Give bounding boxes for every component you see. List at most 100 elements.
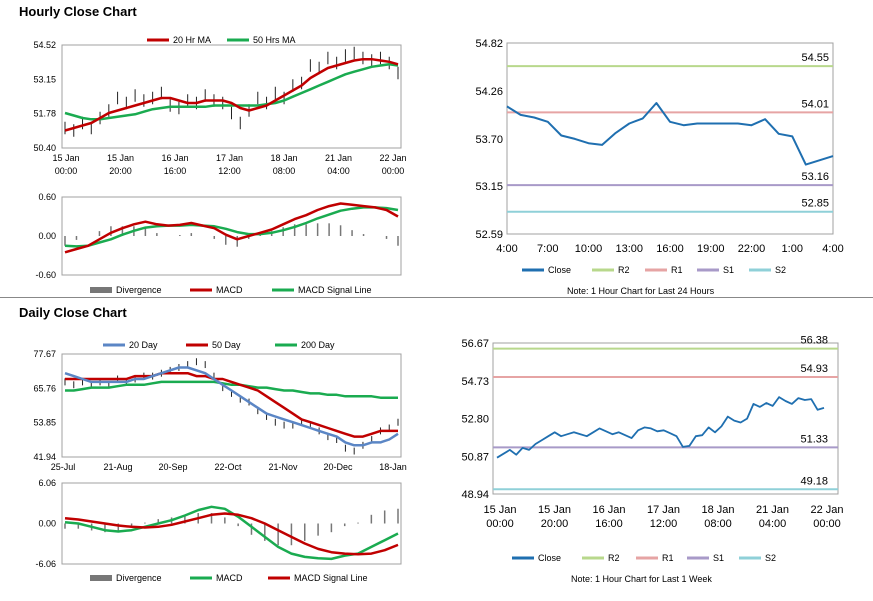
daily-price-xtick: 21-Nov	[268, 462, 298, 472]
hourly-24h-legend-r1-label: R1	[671, 265, 683, 275]
hourly-price-xtick-time: 20:00	[109, 166, 132, 176]
hourly-legend-divergence-swatch	[90, 287, 112, 293]
hourly-24h-xtick: 13:00	[615, 243, 643, 255]
daily-20ma-line	[64, 366, 399, 447]
daily-macd-frame	[61, 482, 402, 565]
weekly-xtick-time: 00:00	[813, 518, 841, 530]
level-label-s2: 52.85	[801, 198, 829, 210]
hourly-macd-line	[64, 202, 399, 254]
hourly-macd-ytick: 0.00	[38, 231, 56, 241]
hourly-20ma-line	[64, 57, 399, 132]
weekly-legend-s1-label: S1	[713, 553, 724, 563]
hourly-50ma-line	[64, 63, 399, 121]
daily-price-ytick: 77.67	[33, 349, 56, 359]
weekly-legend-r1-label: R1	[662, 553, 674, 563]
hourly-24h-xtick: 4:00	[822, 243, 843, 255]
hourly-legend-50ma-label: 50 Hrs MA	[253, 35, 296, 45]
weekly-legend-r2-label: R2	[608, 553, 620, 563]
daily-signal-line	[64, 512, 399, 556]
weekly-xtick-date: 15 Jan	[483, 504, 516, 516]
hourly-24h-xtick: 16:00	[656, 243, 684, 255]
daily-legend-signal-label: MACD Signal Line	[294, 573, 368, 583]
hourly-24h-ytick: 53.70	[475, 134, 503, 146]
hourly-price-xtick-date: 18 Jan	[270, 153, 297, 163]
hourly-signal-line	[64, 206, 399, 248]
weekly-close-line	[496, 396, 825, 459]
hourly-24h-legend-s2-label: S2	[775, 265, 786, 275]
daily-legend-macd-label: MACD	[216, 573, 243, 583]
hourly-price-xtick-date: 15 Jan	[52, 153, 79, 163]
hourly-price-ytick: 51.78	[33, 109, 56, 119]
weekly-level-label-s1: 51.33	[800, 433, 828, 445]
weekly-xtick-time: 00:00	[486, 518, 514, 530]
weekly-level-label-r2: 56.38	[800, 335, 828, 347]
weekly-xtick-time: 12:00	[650, 518, 678, 530]
daily-macd-line	[64, 505, 399, 561]
weekly-ytick: 48.94	[461, 489, 489, 501]
daily-price-xtick: 25-Jul	[51, 462, 76, 472]
hourly-macd-ytick: 0.60	[38, 192, 56, 202]
hourly-24h-xtick: 19:00	[697, 243, 725, 255]
weekly-xtick-date: 17 Jan	[647, 504, 680, 516]
hourly-price-xtick-date: 16 Jan	[161, 153, 188, 163]
hourly-24h-legend-s1-label: S1	[723, 265, 734, 275]
level-label-s1: 53.16	[801, 171, 829, 183]
weekly-ytick: 52.80	[461, 414, 489, 426]
hourly-legend-20ma-label: 20 Hr MA	[173, 35, 211, 45]
hourly-price-xtick-date: 17 Jan	[216, 153, 243, 163]
weekly-xtick-time: 04:00	[759, 518, 787, 530]
hourly-24h-xtick: 7:00	[537, 243, 558, 255]
hourly-macd-frame	[61, 196, 402, 276]
daily-price-frame	[61, 353, 402, 458]
weekly-xtick-time: 08:00	[704, 518, 732, 530]
hourly-section-title: Hourly Close Chart	[19, 4, 137, 19]
daily-macd-ytick: 0.00	[38, 519, 56, 529]
weekly-ytick: 50.87	[461, 451, 489, 463]
daily-macd-ytick: -6.06	[35, 559, 56, 569]
hourly-24h-xtick: 1:00	[782, 243, 803, 255]
weekly-level-label-r1: 54.93	[800, 363, 828, 375]
daily-price-xtick: 18-Jan	[379, 462, 407, 472]
level-label-r2: 54.55	[801, 52, 829, 64]
hourly-24h-xtick: 10:00	[575, 243, 603, 255]
hourly-24h-close-line	[506, 102, 834, 166]
weekly-xtick-date: 22 Jan	[810, 504, 843, 516]
weekly-legend-close-label: Close	[538, 553, 561, 563]
daily-legend-divergence-swatch	[90, 575, 112, 581]
daily-macd-ytick: 6.06	[38, 478, 56, 488]
hourly-price-ytick: 54.52	[33, 40, 56, 50]
hourly-24h-note: Note: 1 Hour Chart for Last 24 Hours	[567, 286, 715, 296]
hourly-24h-xtick: 4:00	[496, 243, 517, 255]
daily-price-xtick: 21-Aug	[103, 462, 132, 472]
daily-200ma-line	[65, 380, 398, 399]
hourly-24h-legend-r2-label: R2	[618, 265, 630, 275]
hourly-price-frame	[61, 44, 402, 149]
hourly-price-ytick: 50.40	[33, 143, 56, 153]
hourly-price-ytick: 53.15	[33, 74, 56, 84]
hourly-price-xtick-time: 12:00	[218, 166, 241, 176]
daily-price-xtick: 22-Oct	[214, 462, 242, 472]
hourly-price-xtick-time: 04:00	[327, 166, 350, 176]
weekly-xtick-date: 15 Jan	[538, 504, 571, 516]
hourly-24h-legend-close-label: Close	[548, 265, 571, 275]
hourly-price-xtick-date: 22 Jan	[379, 153, 406, 163]
weekly-frame	[492, 342, 839, 495]
daily-price-xtick: 20-Dec	[323, 462, 353, 472]
daily-price-ytick: 53.85	[33, 418, 56, 428]
hourly-24h-ytick: 53.15	[475, 181, 503, 193]
daily-legend-50-label: 50 Day	[212, 340, 241, 350]
daily-section-title: Daily Close Chart	[19, 305, 127, 320]
hourly-24h-ytick: 54.82	[475, 38, 503, 50]
hourly-price-xtick-time: 00:00	[382, 166, 405, 176]
hourly-24h-ytick: 52.59	[475, 229, 503, 241]
hourly-legend-divergence-label: Divergence	[116, 285, 162, 295]
level-label-r1: 54.01	[801, 98, 829, 110]
weekly-xtick-date: 16 Jan	[592, 504, 625, 516]
hourly-price-xtick-time: 16:00	[164, 166, 187, 176]
weekly-level-label-s2: 49.18	[800, 475, 828, 487]
weekly-legend-s2-label: S2	[765, 553, 776, 563]
weekly-xtick-time: 16:00	[595, 518, 623, 530]
daily-legend-divergence-label: Divergence	[116, 573, 162, 583]
weekly-ytick: 56.67	[461, 338, 489, 350]
